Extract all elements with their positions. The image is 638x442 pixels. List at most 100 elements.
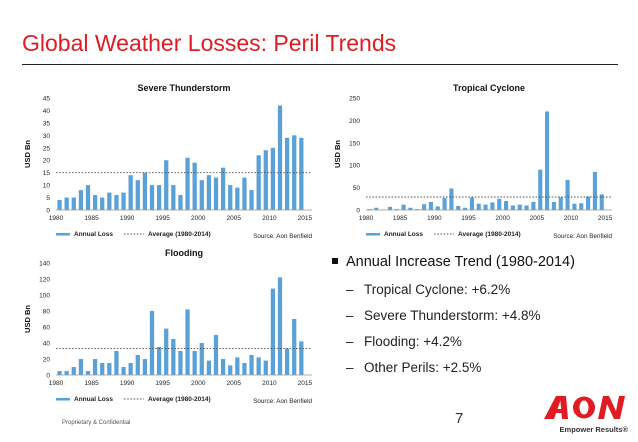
bullet-heading: Annual Increase Trend (1980-2014) <box>330 254 630 270</box>
x-tick-label: 2000 <box>495 215 510 222</box>
bar-1983 <box>78 359 84 375</box>
bar-1989 <box>121 192 126 210</box>
bar-2001 <box>206 175 212 210</box>
bullet-item-text: Other Perils: +2.5% <box>364 360 482 375</box>
page-number: 7 <box>455 410 464 427</box>
bullet-heading-text: Annual Increase Trend (1980-2014) <box>346 254 575 270</box>
bar-1999 <box>497 198 502 210</box>
y-tick-label: 15 <box>43 170 51 177</box>
bar-2008 <box>558 197 563 210</box>
bar-1994 <box>463 207 468 210</box>
bar-2014 <box>299 341 304 375</box>
bar-1993 <box>149 185 155 210</box>
bar-2006 <box>545 111 550 210</box>
x-tick-label: 1995 <box>461 215 476 222</box>
x-tick-label: 2005 <box>227 215 242 222</box>
x-tick-label: 1985 <box>393 215 408 222</box>
bar-2011 <box>277 277 283 375</box>
legend-average: Average (1980-2014) <box>148 396 211 403</box>
bar-1980 <box>57 371 62 375</box>
x-tick-label: 1995 <box>155 380 170 387</box>
bar-2010 <box>270 288 276 375</box>
bar-1996 <box>171 185 176 210</box>
y-tick-label: 60 <box>43 325 51 332</box>
bar-1986 <box>100 197 105 210</box>
bar-1992 <box>142 359 148 375</box>
bar-1990 <box>128 363 133 375</box>
legend-annual-loss-swatch <box>366 233 380 236</box>
bar-2004 <box>228 365 233 375</box>
bar-2007 <box>551 201 556 210</box>
bar-1996 <box>171 339 176 375</box>
y-tick-label: 100 <box>39 293 50 300</box>
bar-1992 <box>142 172 148 210</box>
bar-2014 <box>299 137 304 210</box>
bar-2002 <box>213 335 219 375</box>
bar-2009 <box>263 360 268 375</box>
bar-2005 <box>235 187 240 210</box>
bar-2007 <box>249 355 254 375</box>
y-tick-label: 20 <box>43 158 51 165</box>
bar-2002 <box>213 177 219 210</box>
y-axis-label: USD Bn <box>333 140 342 168</box>
bullet-item-flooding: – Flooding: +4.2% <box>346 334 630 349</box>
bar-2012 <box>284 348 290 375</box>
y-tick-label: 200 <box>349 118 360 125</box>
y-tick-label: 25 <box>43 145 51 152</box>
bar-2000 <box>199 343 204 375</box>
bar-1982 <box>71 197 76 210</box>
slide-title: Global Weather Losses: Peril Trends <box>22 30 397 56</box>
bar-2008 <box>256 155 261 210</box>
bar-1996 <box>476 203 481 210</box>
y-tick-label: 0 <box>46 373 50 380</box>
bar-1985 <box>92 359 98 375</box>
severe-thunderstorm-chart: Severe Thunderstorm USD Bn 0 5 10 15 20 25 30 35 4… <box>23 83 312 240</box>
bar-1995 <box>164 160 169 210</box>
y-tick-label: 45 <box>43 96 51 103</box>
bar-1993 <box>456 205 461 210</box>
y-tick-label: 0 <box>46 208 50 215</box>
bar-2000 <box>199 180 204 210</box>
bar-1994 <box>156 185 162 210</box>
aon-logo: Empower Results® <box>544 396 629 434</box>
y-axis-label: USD Bn <box>23 140 32 168</box>
y-tick-label: 140 <box>39 261 50 268</box>
bar-2010 <box>270 147 276 210</box>
bar-1987 <box>107 363 112 375</box>
y-tick-label: 150 <box>349 140 360 147</box>
bar-1998 <box>490 202 495 210</box>
bar-1997 <box>178 195 183 210</box>
y-tick-label: 30 <box>43 133 51 140</box>
bar-1993 <box>149 311 155 375</box>
y-tick-label: 0 <box>356 208 360 215</box>
trend-bullets: Annual Increase Trend (1980-2014) – Tropi… <box>330 254 630 386</box>
bar-2003 <box>220 167 226 210</box>
bar-1988 <box>114 195 119 210</box>
x-tick-label: 1980 <box>49 380 64 387</box>
bar-1988 <box>422 204 427 210</box>
bar-2007 <box>249 190 254 210</box>
bar-2006 <box>242 177 247 210</box>
x-tick-label: 2015 <box>298 380 313 387</box>
flooding-chart: Flooding USD Bn 0 20 40 60 80 100 120 140 1980 1985… <box>23 248 313 405</box>
bar-2001 <box>510 205 515 210</box>
bar-1982 <box>71 367 76 375</box>
bar-2011 <box>579 203 584 210</box>
x-tick-label: 2010 <box>262 215 277 222</box>
bar-1988 <box>114 351 119 375</box>
aon-wordmark-icon <box>544 396 625 419</box>
chart-source: Source: Aon Benfield <box>253 233 312 240</box>
tropical-cyclone-chart: Tropical Cyclone USD Bn 0 50 100 150 200 250 198… <box>333 83 613 240</box>
bar-1997 <box>483 204 488 210</box>
bullet-item-text: Severe Thunderstorm: +4.8% <box>364 308 541 323</box>
bar-2000 <box>504 201 509 210</box>
y-tick-label: 100 <box>349 163 360 170</box>
x-tick-label: 2000 <box>191 215 206 222</box>
aon-tagline: Empower Results® <box>560 425 629 434</box>
bar-1983 <box>78 190 84 210</box>
bar-2009 <box>263 150 268 210</box>
bar-1985 <box>92 195 98 210</box>
x-tick-label: 2005 <box>227 380 242 387</box>
x-tick-label: 1980 <box>359 215 374 222</box>
bar-2003 <box>524 205 529 210</box>
